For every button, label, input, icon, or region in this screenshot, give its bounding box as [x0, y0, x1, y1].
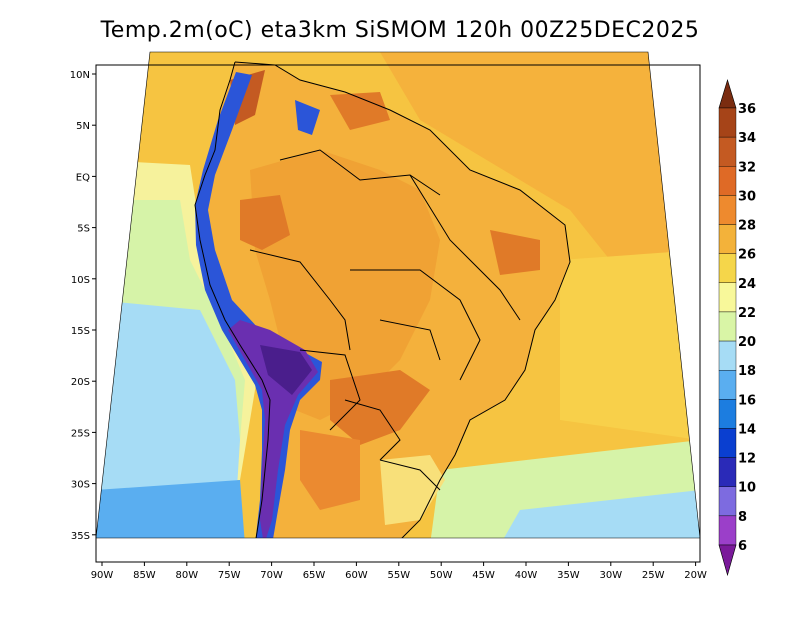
hot-spot-chaco	[300, 430, 360, 510]
ocean-mid-region	[560, 250, 700, 440]
coastline-atlantic	[234, 61, 571, 538]
lon-tick-label: 50W	[430, 570, 453, 581]
colorbar-label: 10	[738, 481, 756, 496]
guiana-highland-cold	[295, 100, 320, 135]
coastline-pacific	[194, 61, 271, 538]
colorbar-swatch	[718, 457, 737, 487]
altiplano-core	[260, 345, 312, 395]
colorbar: 6 8 10 12 14 16 18 20 22 24 26 28 30 32 34 36	[718, 78, 756, 577]
lon-tick-label: 55W	[387, 570, 410, 581]
colorbar-swatch	[718, 224, 737, 254]
lat-tick-label: 10N	[70, 70, 90, 81]
lat-tick-label: 15S	[71, 326, 90, 337]
plot-frame	[95, 64, 701, 563]
colorbar-swatch	[718, 370, 737, 400]
colorbar-label: 16	[738, 393, 756, 408]
colorbar-min-triangle	[718, 544, 737, 577]
colorbar-swatch	[718, 340, 737, 371]
border-bolivia	[299, 349, 361, 431]
hot-spot-amazon-west	[240, 195, 290, 250]
andes-cold-band	[195, 72, 322, 538]
colorbar-label: 22	[738, 306, 756, 321]
lon-tick-label: 65W	[303, 570, 326, 581]
colorbar-swatch	[718, 253, 737, 284]
longitude-axis: 90W 85W 80W 75W 70W 65W 60W 55W 50W 45W 40W 35W 30W 2…	[91, 562, 707, 581]
ocean-coldest-region	[96, 480, 245, 538]
lon-tick-label: 20W	[684, 570, 707, 581]
state-borders-central	[350, 269, 481, 381]
colorbar-label: 26	[738, 248, 756, 263]
colorbar-swatch	[718, 195, 737, 225]
lon-tick-label: 70W	[260, 570, 283, 581]
colorbar-label: 24	[738, 277, 756, 292]
colorbar-swatch	[718, 166, 737, 196]
lat-tick-label: 35S	[71, 531, 90, 542]
lat-tick-label: 10S	[71, 275, 90, 286]
ocean-cold-region-atlantic	[500, 490, 700, 538]
lat-tick-label: EQ	[76, 172, 90, 183]
colorbar-label: 36	[738, 102, 756, 117]
lon-tick-label: 45W	[472, 570, 495, 581]
lon-tick-label: 80W	[175, 570, 198, 581]
colorbar-label: 32	[738, 160, 756, 175]
lon-tick-label: 25W	[642, 570, 665, 581]
colorbar-label: 30	[738, 189, 756, 204]
colorbar-swatch	[718, 107, 737, 138]
colorbar-swatch	[718, 399, 737, 429]
colorbar-label: 8	[738, 510, 747, 525]
colorbar-swatch	[718, 282, 737, 313]
lon-tick-label: 40W	[515, 570, 538, 581]
hot-spot-central	[330, 370, 430, 445]
state-borders-goias	[379, 319, 441, 361]
south-brazil-cooler	[380, 455, 445, 525]
hot-spot-venezuela	[330, 92, 390, 130]
ocean-warm-region	[380, 52, 700, 260]
border-peru-brazil	[249, 249, 351, 351]
colorbar-label: 6	[738, 539, 747, 554]
border-paraguay	[344, 399, 401, 461]
lon-tick-label: 85W	[133, 570, 156, 581]
lat-tick-label: 30S	[71, 480, 90, 491]
lon-tick-label: 75W	[218, 570, 241, 581]
colorbar-label: 28	[738, 219, 756, 234]
hot-spot-northeast	[490, 230, 540, 275]
lat-tick-label: 20S	[71, 377, 90, 388]
colorbar-swatch	[718, 515, 737, 546]
ocean-colder-region-pacific	[96, 300, 240, 520]
colorbar-label: 20	[738, 335, 756, 350]
lat-tick-label: 5S	[77, 224, 90, 235]
temperature-field	[96, 52, 700, 538]
lon-tick-label: 30W	[599, 570, 622, 581]
lon-tick-label: 35W	[557, 570, 580, 581]
lat-tick-label: 5N	[76, 121, 90, 132]
colorbar-swatch	[718, 311, 737, 342]
lon-tick-label: 90W	[91, 570, 114, 581]
colorbar-label: 12	[738, 452, 756, 467]
colorbar-max-triangle	[718, 78, 737, 109]
colorbar-swatch	[718, 428, 737, 458]
colorbar-label: 18	[738, 364, 756, 379]
colorbar-label: 34	[738, 131, 756, 146]
lat-tick-label: 25S	[71, 428, 90, 439]
latitude-axis: 10N 5N EQ 5S 10S 15S 20S 25S 30S 35S	[70, 70, 96, 542]
colorbar-swatch	[718, 486, 737, 517]
map-title: Temp.2m(oC) eta3km SiSMOM 120h 00Z25DEC2…	[100, 18, 700, 43]
border-brazil-north	[279, 149, 441, 196]
lon-tick-label: 60W	[345, 570, 368, 581]
country-borders	[194, 61, 571, 538]
colorbar-label: 14	[738, 422, 756, 437]
border-uruguay	[379, 459, 441, 491]
state-borders-brazil	[409, 174, 521, 321]
colorbar-swatch	[718, 136, 737, 167]
